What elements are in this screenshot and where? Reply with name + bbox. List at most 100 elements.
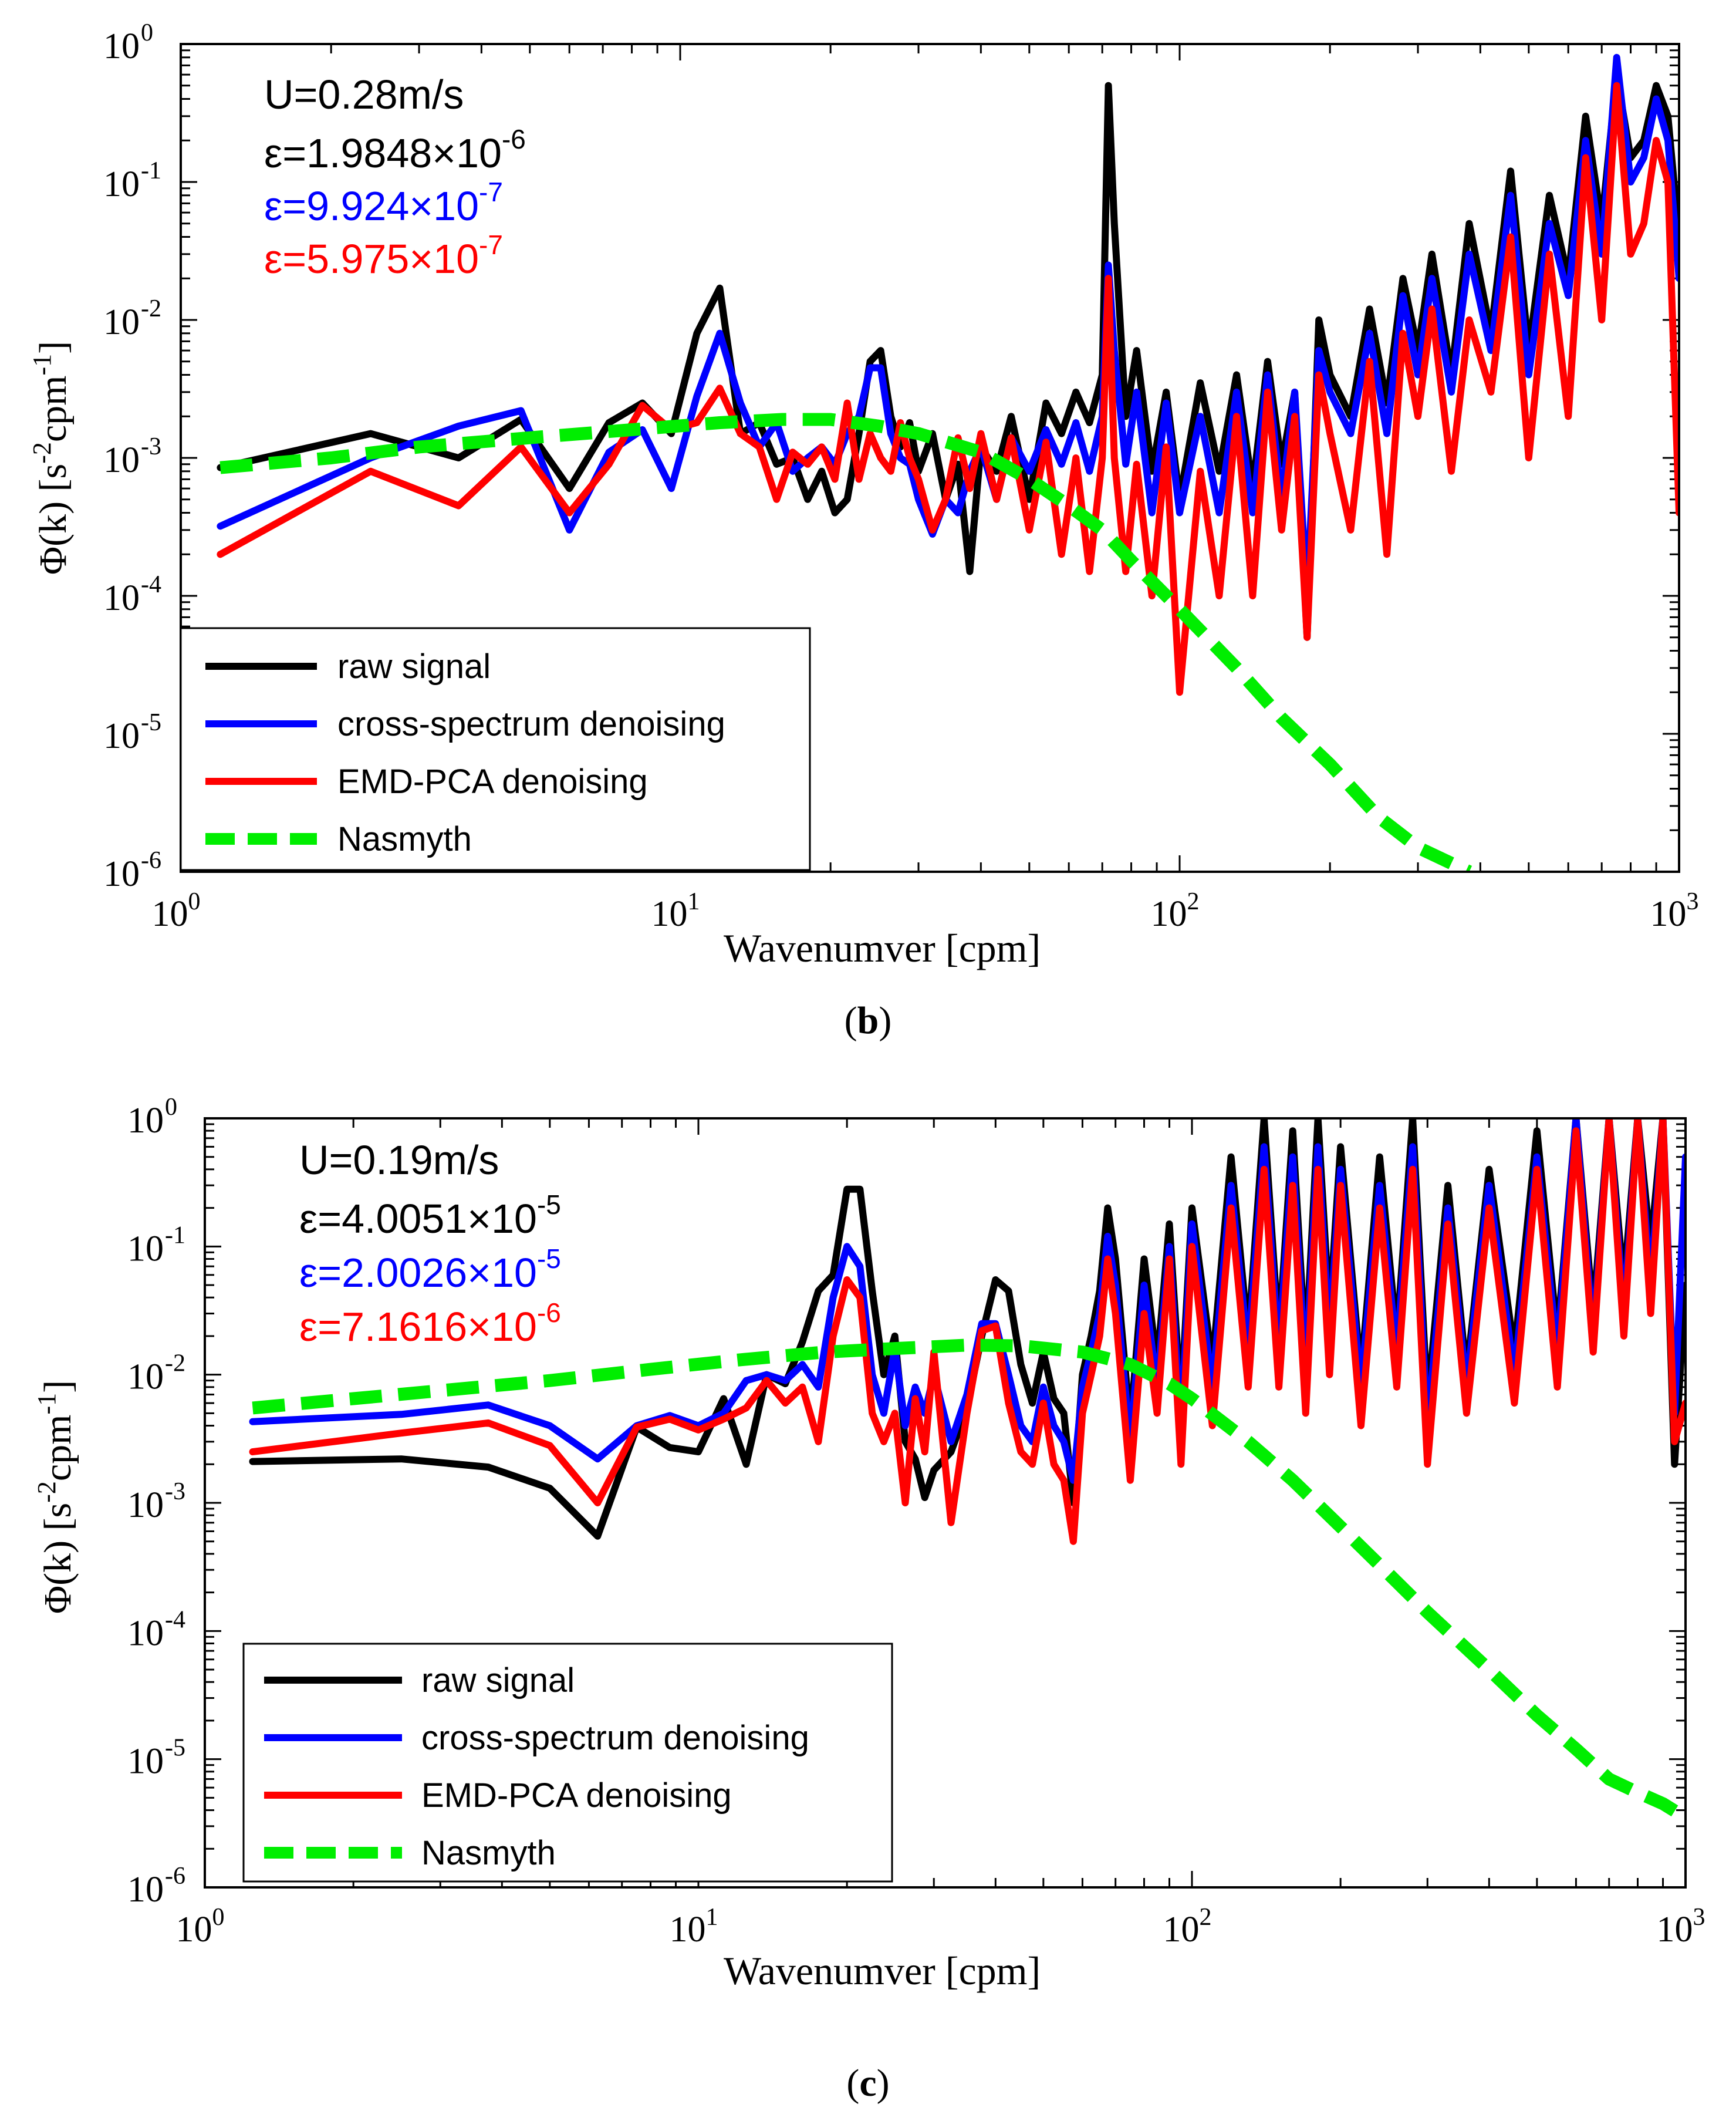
- x-tick-base: 10: [651, 894, 688, 934]
- x-tick-exp: 1: [688, 888, 700, 915]
- legend-label: cross-spectrum denoising: [337, 705, 725, 743]
- epsilon-annotation: ε=2.0026×10-5: [299, 1243, 561, 1296]
- y-axis-label-c: Φ(k) [s-2cpm-1]: [32, 1380, 79, 1614]
- y-tick-exp: -4: [141, 571, 161, 598]
- y-tick-label: 10: [127, 1485, 164, 1525]
- x-tick-label: 100: [176, 1904, 225, 1950]
- epsilon-value: ε=5.975×10: [264, 236, 479, 282]
- legend-label: Nasmyth: [421, 1834, 556, 1872]
- y-tick-exp: -5: [141, 709, 161, 736]
- y-axis-label-exp1-b: -2: [28, 442, 56, 464]
- x-tick-label: 100: [152, 888, 201, 934]
- x-tick-exp: 3: [1693, 1904, 1705, 1931]
- x-tick-labels-b: 100 101 102 103: [152, 888, 1699, 934]
- y-axis-label-mid-c: cpm: [36, 1414, 79, 1481]
- y-axis-label-b: Φ(k) [s-2cpm-1]: [28, 341, 75, 575]
- speed-label-c: U=0.19m/s: [299, 1137, 499, 1183]
- epsilon-value: ε=1.9848×10: [264, 130, 502, 176]
- y-tick-exp: -2: [141, 295, 161, 322]
- x-tick-exp: 2: [1200, 1904, 1212, 1931]
- x-tick-exp: 0: [212, 1904, 225, 1931]
- y-axis-label-end-b: ]: [32, 341, 75, 354]
- x-tick-exp: 3: [1687, 888, 1699, 915]
- caption-letter-b: b: [857, 999, 879, 1042]
- x-tick-base: 10: [1657, 1910, 1693, 1950]
- speed-label-b: U=0.28m/s: [264, 72, 464, 117]
- x-tick-base: 10: [1650, 894, 1687, 934]
- legend-c: raw signal cross-spectrum denoising EMD-PC…: [242, 1643, 893, 1883]
- x-tick-base: 10: [670, 1910, 706, 1950]
- series-group-b: [217, 53, 1679, 872]
- y-tick-base: 10: [127, 1485, 164, 1525]
- series-emd-pca-denoising: [249, 1118, 1686, 1545]
- y-tick-exp: -6: [165, 1863, 185, 1890]
- x-tick-exp: 0: [188, 888, 201, 915]
- y-tick-label: 10: [103, 440, 140, 480]
- legend-label: EMD-PCA denoising: [337, 763, 648, 801]
- plot-frame-b: [180, 43, 1680, 873]
- y-tick-base: 10: [127, 1870, 164, 1910]
- epsilon-value: ε=9.924×10: [264, 183, 479, 229]
- x-tick-base: 10: [1151, 894, 1187, 934]
- x-axis-label-b: Wavenumver [cpm]: [724, 926, 1041, 970]
- y-tick-label: 10: [103, 578, 140, 618]
- x-tick-labels-c: 100 101 102 103: [176, 1904, 1705, 1950]
- y-tick-base: 10: [103, 164, 140, 204]
- x-tick-base: 10: [176, 1910, 212, 1950]
- y-tick-base: 10: [127, 1101, 164, 1141]
- y-tick-exp: 0: [165, 1094, 177, 1121]
- caption-b: (b): [845, 999, 892, 1042]
- epsilon-exponent: -6: [502, 124, 526, 154]
- x-tick-label: 102: [1163, 1904, 1212, 1950]
- y-tick-base: 10: [103, 716, 140, 756]
- y-axis-label-main-b: Φ(k) [s: [32, 464, 75, 575]
- epsilon-value: ε=2.0026×10: [299, 1250, 537, 1296]
- legend-label: cross-spectrum denoising: [421, 1719, 809, 1757]
- y-tick-base: 10: [127, 1613, 164, 1653]
- epsilon-value: ε=4.0051×10: [299, 1196, 537, 1242]
- x-tick-base: 10: [152, 894, 188, 934]
- y-tick-exp: -1: [165, 1222, 185, 1249]
- y-tick-label: 10: [103, 716, 140, 756]
- y-tick-base: 10: [127, 1357, 164, 1397]
- y-tick-base: 10: [103, 578, 140, 618]
- y-tick-base: 10: [127, 1742, 164, 1782]
- series-emd-pca-denoising: [217, 82, 1679, 696]
- x-axis-label-c: Wavenumver [cpm]: [724, 1948, 1041, 1993]
- legend-label: Nasmyth: [337, 820, 472, 858]
- epsilon-annotations-b: ε=1.9848×10-6 ε=9.924×10-7 ε=5.975×10-7: [264, 124, 526, 282]
- x-tick-base: 10: [1163, 1910, 1200, 1950]
- x-tick-label: 102: [1151, 888, 1200, 934]
- y-tick-base: 10: [127, 1229, 164, 1269]
- y-tick-base: 10: [103, 26, 140, 66]
- legend-label: raw signal: [421, 1661, 575, 1700]
- x-tick-label: 103: [1650, 888, 1699, 934]
- caption-c: (c): [846, 2062, 889, 2105]
- x-tick-label: 101: [651, 888, 700, 934]
- y-tick-label: 10: [127, 1357, 164, 1397]
- x-tick-exp: 2: [1187, 888, 1200, 915]
- y-tick-exp: -3: [165, 1478, 185, 1505]
- caption-letter-c: c: [859, 2062, 876, 2105]
- epsilon-exponent: -5: [537, 1189, 561, 1220]
- legend-b: raw signal cross-spectrum denoising EMD-PC…: [180, 627, 811, 871]
- y-tick-exp: 0: [141, 19, 153, 46]
- x-tick-exp: 1: [706, 1904, 718, 1931]
- y-axis-label-main-c: Φ(k) [s: [36, 1503, 79, 1614]
- y-tick-label: 10: [103, 854, 140, 894]
- y-tick-label: 10: [103, 26, 140, 66]
- epsilon-annotation: ε=4.0051×10-5: [299, 1189, 561, 1242]
- epsilon-exponent: -5: [537, 1243, 561, 1274]
- y-axis-label-exp1-c: -2: [32, 1481, 61, 1503]
- y-axis-label-mid-b: cpm: [32, 375, 75, 442]
- y-axis-label-end-c: ]: [36, 1380, 79, 1393]
- y-tick-base: 10: [103, 854, 140, 894]
- y-tick-label: 10: [127, 1101, 164, 1141]
- epsilon-annotation: ε=9.924×10-7: [264, 177, 503, 229]
- epsilon-exponent: -7: [479, 177, 503, 207]
- legend-label: EMD-PCA denoising: [421, 1776, 732, 1815]
